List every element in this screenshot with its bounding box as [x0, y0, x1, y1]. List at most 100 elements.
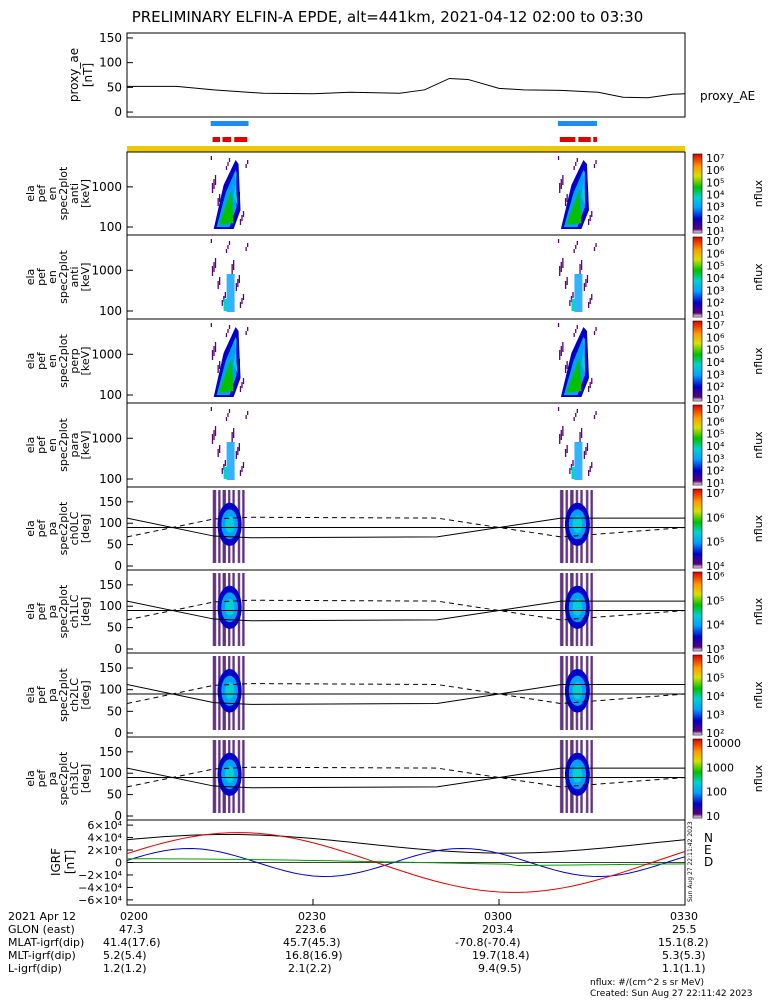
- science-zone-bar-blue: [557, 121, 597, 126]
- spectrogram-pixel: [242, 490, 244, 563]
- spectrogram-pixel: [576, 158, 578, 162]
- panel-ylabel-en_antipert: ela: [24, 269, 37, 286]
- panel-ylabel-pa_ch3: [deg]: [79, 764, 92, 793]
- science-zone-bar-red: [212, 137, 220, 142]
- colorbar-tick-label: 10⁴: [706, 440, 725, 453]
- panel-ylabel-pa_ch1: pa: [46, 605, 59, 619]
- spectrogram-pixel: [228, 241, 231, 245]
- colorbar-tick-label: 10¹: [706, 225, 724, 238]
- spectrogram-pixel: [213, 656, 216, 730]
- spectrogram-pixel: [238, 275, 240, 283]
- spectrogram-pixel: [241, 298, 243, 304]
- spectrogram-pixel: [587, 386, 590, 392]
- spectrogram-pixel: [210, 156, 212, 160]
- spectrogram-pixel: [245, 164, 247, 168]
- spectrogram-blob: [581, 172, 586, 205]
- spectrogram-pixel: [575, 162, 577, 166]
- panel-ytick-label: 100: [99, 472, 122, 486]
- spectrogram-pixel: [228, 409, 231, 413]
- spectrogram-pixel: [593, 331, 596, 335]
- spectrogram-pixel: [583, 283, 585, 291]
- spectrogram-pixel: [211, 266, 214, 276]
- spectrogram-pixel: [562, 342, 564, 352]
- spectrogram-pixel: [243, 656, 245, 730]
- spectrogram-blob: [571, 299, 576, 311]
- spectrogram-pixel: [572, 292, 574, 298]
- spectrogram-pixel: [564, 281, 567, 289]
- panel-ylabel-en_para: pef: [35, 435, 48, 454]
- proxy-ae-ytick-label: 0: [114, 105, 122, 119]
- spectrogram-pixel: [590, 573, 592, 646]
- panel-ylabel-pa_ch1: ela: [24, 603, 37, 620]
- spectrogram-pixel: [589, 215, 591, 221]
- spectrogram-pixel: [573, 333, 575, 337]
- panel-ylabel-en_anti: pef: [35, 184, 48, 203]
- spectrogram-pixel: [587, 470, 590, 476]
- panel-ylabel-en_antipert: en: [46, 270, 59, 284]
- spectrogram-blob: [572, 682, 583, 700]
- plot-title: PRELIMINARY ELFIN-A EPDE, alt=441km, 202…: [131, 8, 644, 26]
- spectrogram-pixel: [227, 329, 229, 333]
- x-tick-label-0: 0200: [120, 910, 148, 923]
- panel-ylabel-en_para: [keV]: [79, 431, 92, 460]
- igrf-legend-e: E: [704, 843, 712, 857]
- spectrogram-pixel: [221, 300, 223, 306]
- panel-frame-en_perp: [126, 318, 686, 404]
- colorbar-en_antipert: [692, 236, 703, 318]
- colorbar-pa_ch2: [692, 654, 703, 736]
- panel-frame-en_para: [126, 402, 686, 488]
- panel-ylabel-pa_ch0: pa: [46, 522, 59, 536]
- panel-ylabel-pa_ch1: spec2plot: [57, 584, 70, 638]
- colorbar-en_perp: [692, 320, 703, 402]
- panel-ytick-label: 100: [99, 766, 122, 780]
- panel-ylabel-en_antipert: spec2plot: [57, 250, 70, 304]
- panel-ytick-label: 50: [107, 788, 122, 802]
- spectrogram-pixel: [242, 294, 245, 300]
- spectrogram-pixel: [559, 573, 562, 646]
- footer-mlat-3: 15.1(8.2): [658, 936, 709, 949]
- panel-frame-en_anti: [126, 151, 686, 236]
- proxy-ae-legend: proxy_AE: [700, 89, 755, 103]
- spectrogram-pixel: [217, 198, 219, 206]
- spectrogram-pixel: [239, 470, 242, 476]
- spectrogram-pixel: [562, 258, 564, 268]
- panel-ytick-label: 150: [99, 578, 122, 592]
- spectrogram-pixel: [562, 175, 564, 185]
- panel-frame-pa_ch0: [126, 486, 686, 571]
- panel-ylabel-pa_ch2: pef: [35, 685, 48, 704]
- spectrogram-pixel: [242, 462, 245, 468]
- colorbar-tick-label: 10²: [706, 213, 724, 226]
- igrf-curve-d: [126, 858, 686, 867]
- spectrogram-pixel: [210, 323, 212, 327]
- spectrogram-pixel: [589, 466, 591, 472]
- spectrogram-pixel: [235, 283, 237, 291]
- spectrogram-pixel: [575, 413, 577, 417]
- colorbar-tick-label: 10⁶: [706, 247, 725, 260]
- science-zone-bar-red: [222, 137, 232, 142]
- spectrogram-pixel: [576, 325, 578, 329]
- colorbar-tick-label: 10⁴: [706, 690, 725, 703]
- proxy-ae-ytick-label: 50: [107, 80, 122, 94]
- spectrogram-pixel: [245, 415, 247, 419]
- spectrogram-pixel: [557, 156, 560, 160]
- proxy-ae-ytick-label: 150: [99, 31, 122, 45]
- panel-frame-pa_ch2: [126, 652, 686, 738]
- footer-glon-0: 47.3: [119, 923, 144, 936]
- colorbar-tick-label: 10⁶: [706, 415, 725, 428]
- colorbar-tick-label: 10⁶: [706, 164, 725, 177]
- colorbar-label: nflux: [752, 764, 765, 792]
- colorbar-tick-label: 10: [706, 810, 720, 823]
- spectrogram-pixel: [591, 378, 593, 384]
- footer-row-label-0: GLON (east): [8, 923, 75, 936]
- panel-ylabel-pa_ch3: pa: [46, 772, 59, 786]
- footer-row-label-2: MLT-igrf(dip): [8, 949, 76, 962]
- pa-anti-loss-cone-line: [126, 599, 686, 621]
- spectrogram-pixel: [231, 264, 233, 274]
- colorbar-tick-label: 10⁴: [706, 560, 725, 573]
- spectrogram-pixel: [245, 247, 247, 251]
- spectrogram-pixel: [219, 445, 221, 453]
- spectrogram-pixel: [562, 573, 564, 646]
- spectrogram-pixel: [238, 443, 240, 451]
- spectrogram-pixel: [239, 302, 242, 308]
- colorbar-label: nflux: [752, 597, 765, 625]
